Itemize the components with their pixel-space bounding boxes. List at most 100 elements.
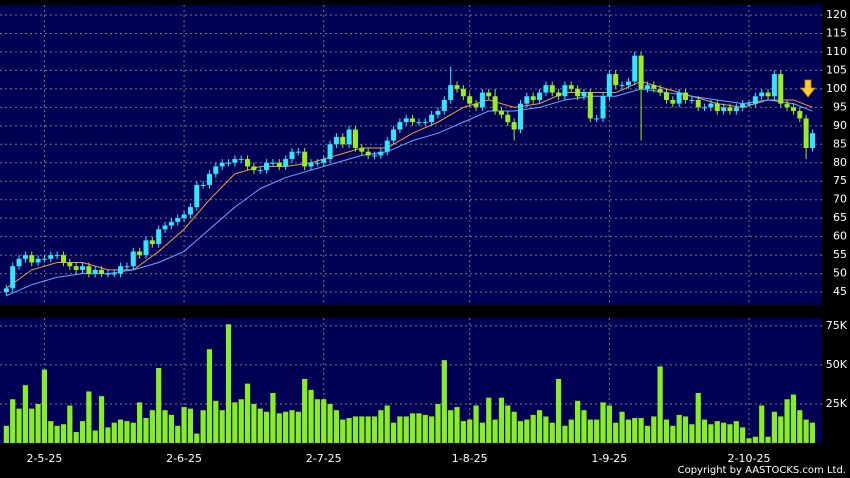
candle-body <box>670 99 676 104</box>
volume-bar <box>797 410 803 443</box>
volume-bar <box>568 419 574 443</box>
candle-body <box>562 85 568 97</box>
volume-bar <box>778 416 784 443</box>
volume-bar <box>213 400 219 443</box>
candle-body <box>352 129 358 148</box>
volume-bar <box>638 418 644 443</box>
volume-bar <box>594 419 600 443</box>
volume-bar <box>676 414 682 443</box>
y-tick-label: 55 <box>833 248 847 261</box>
x-tick-label: 2-7-25 <box>306 452 342 465</box>
volume-bar <box>632 418 638 443</box>
volume-bar <box>225 324 232 443</box>
candle-body <box>384 140 390 152</box>
volume-bar <box>809 422 816 443</box>
candle-body <box>435 111 441 115</box>
volume-bar <box>48 421 54 443</box>
volume-bar <box>771 411 777 443</box>
volume-bar <box>429 416 435 443</box>
candle-body <box>714 103 720 112</box>
y-tick-label: 50 <box>833 267 847 280</box>
volume-bar <box>727 424 733 443</box>
volume-bar <box>232 402 238 443</box>
candle-body <box>264 162 270 171</box>
volume-bar <box>263 411 270 443</box>
candle-body <box>92 269 98 274</box>
volume-bar <box>67 405 73 443</box>
volume-bar <box>657 366 663 443</box>
candle-body <box>194 184 200 208</box>
y-tick-label: 90 <box>833 119 847 132</box>
volume-bar <box>124 421 130 443</box>
candle-body <box>289 151 295 160</box>
candle-body <box>226 162 232 164</box>
candle-body <box>359 147 365 152</box>
volume-bar <box>3 425 9 443</box>
candle-body <box>29 255 35 263</box>
volume-bar <box>238 399 244 443</box>
candle-body <box>67 262 73 267</box>
candle-body <box>759 92 765 97</box>
candle-body <box>632 55 638 82</box>
candle-body <box>10 266 16 289</box>
y-tick-label: 85 <box>833 137 847 150</box>
candle-body <box>86 266 92 274</box>
candle-body <box>3 288 9 293</box>
candle-body <box>365 151 371 156</box>
candle-body <box>378 151 384 156</box>
y-tick-label: 105 <box>826 63 847 76</box>
candle-body <box>327 144 333 160</box>
candle-body <box>213 166 219 174</box>
candle-body <box>391 129 397 141</box>
candle-body <box>257 170 263 172</box>
candle-body <box>695 99 701 108</box>
volume-bar <box>244 383 251 443</box>
volume-bar <box>187 408 194 443</box>
candle-body <box>467 96 473 104</box>
volume-bar <box>16 408 22 443</box>
candle-body <box>416 122 422 124</box>
volume-bar <box>600 402 606 443</box>
y-tick-label: 95 <box>833 100 847 113</box>
candle-body <box>372 155 378 157</box>
candle-body <box>752 96 758 104</box>
x-tick-label: 2-10-25 <box>728 452 771 465</box>
candle-body <box>600 96 606 119</box>
candle-body <box>683 92 689 100</box>
volume-bar <box>41 369 48 443</box>
y-tick-label: 70 <box>833 193 847 206</box>
volume-bar <box>270 393 276 443</box>
y-tick-label: 80 <box>833 156 847 169</box>
volume-bar <box>536 410 543 443</box>
candle-body <box>657 88 663 93</box>
volume-bar <box>543 416 549 443</box>
volume-bar <box>752 436 758 443</box>
candle-body <box>733 107 739 112</box>
candle-body <box>73 266 79 270</box>
candle-body <box>22 255 28 259</box>
volume-bar <box>606 405 612 443</box>
volume-bar <box>587 419 593 443</box>
volume-bar <box>562 425 568 443</box>
candle-body <box>422 122 428 124</box>
y-tick-label: 60 <box>833 230 847 243</box>
volume-bar <box>435 403 441 443</box>
candle-body <box>517 103 523 130</box>
candle-body <box>321 159 327 163</box>
candle-body <box>16 258 22 267</box>
copyright: Copyright by AASTOCKS.com Ltd. <box>678 465 846 476</box>
volume-bar <box>327 403 333 443</box>
volume-bar <box>498 397 505 443</box>
candle-body <box>486 92 492 97</box>
candle-body <box>587 92 593 119</box>
volume-bar <box>695 393 701 443</box>
candle-body <box>232 159 238 163</box>
volume-bar <box>149 410 155 443</box>
candle-body <box>479 92 485 108</box>
candle-body <box>594 118 600 120</box>
volume-bar <box>625 419 632 443</box>
volume-bar <box>22 385 28 443</box>
volume-bar <box>29 408 35 443</box>
volume-bar <box>403 416 409 443</box>
